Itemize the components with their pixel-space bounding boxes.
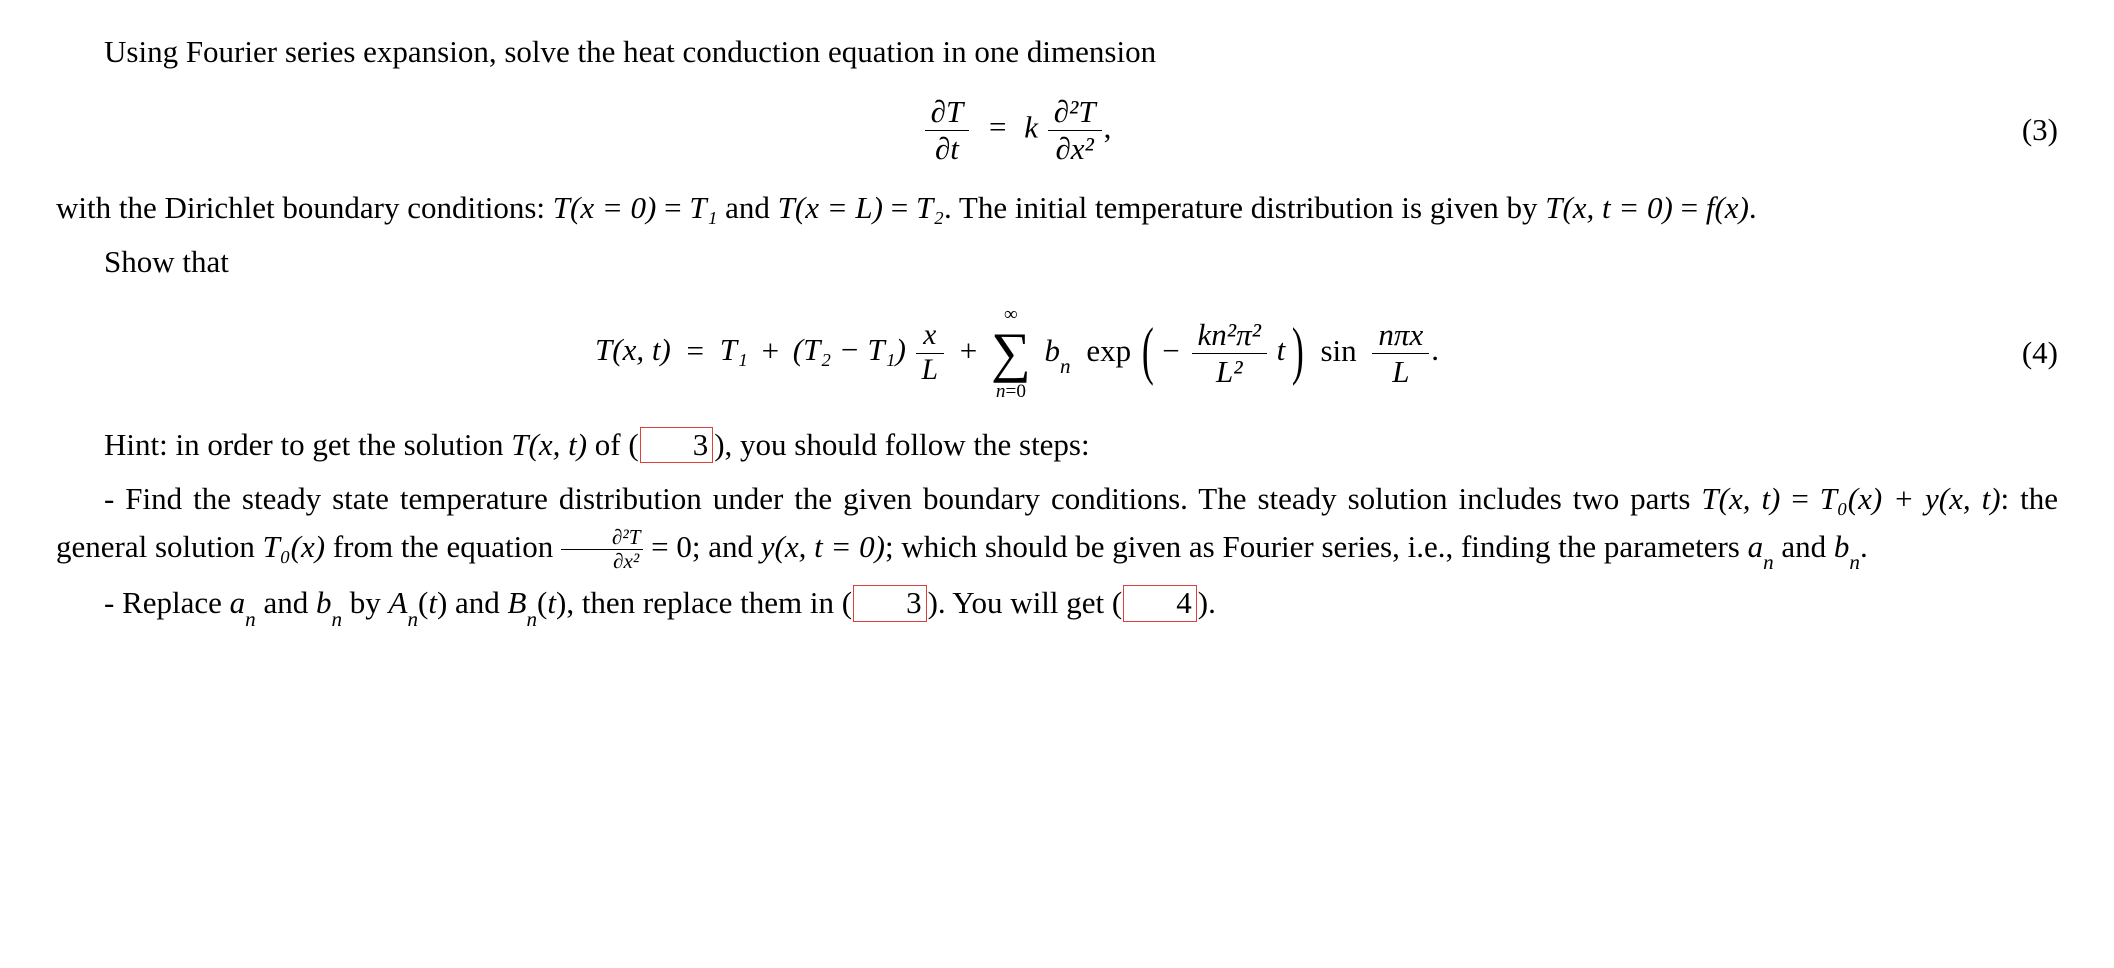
step1-yxt0: y(x, t = 0)	[761, 529, 885, 564]
paragraph-showthat: Show that	[56, 238, 2058, 286]
bc-suffix: . The initial temperature distribution i…	[944, 190, 1545, 225]
eq4-sin-den: L	[1392, 354, 1409, 389]
hint-pre: Hint: in order to get the solution	[104, 427, 511, 462]
step1-mid3: ; and	[692, 529, 761, 564]
step2-Bnt: B	[508, 585, 527, 620]
equation-4-row: T(x, t) = T₁ + (T₂ − T₁) x L + ∞ ∑ n=0 b…	[56, 304, 2058, 402]
eq4-lhs: T(x, t)	[595, 333, 671, 368]
step1-T0x: T₀(x)	[263, 529, 325, 564]
equation-3-row: ∂T ∂t = k ∂²T ∂x² , (3)	[56, 94, 2058, 166]
equation-3-number: (3)	[1978, 106, 2058, 154]
eq3-trail: ,	[1104, 109, 1112, 144]
ic-rhs: f(x)	[1706, 190, 1749, 225]
summation-symbol: ∞ ∑ n=0	[991, 304, 1031, 402]
eq4-bn-b: b	[1045, 333, 1061, 368]
paragraph-hint: Hint: in order to get the solution T(x, …	[56, 421, 2058, 469]
inline-frac-d2Tdx2: ∂²T∂x²	[561, 527, 643, 572]
eq3-lhs-den: ∂t	[935, 131, 959, 166]
bc-eq1-lhs: T(x = 0)	[553, 190, 657, 225]
eq3-rhs-den: ∂x²	[1055, 131, 1093, 166]
step2-pre: - Replace	[104, 585, 230, 620]
step2-and2: and	[447, 585, 507, 620]
ref-4-link[interactable]: 4	[1123, 585, 1197, 621]
paragraph-step2: - Replace an and bn by An(t) and Bn(t), …	[56, 579, 2058, 630]
hint-mid: of	[587, 427, 628, 462]
step2-mid3: . You will get	[938, 585, 1112, 620]
step1-mid2: from the equation	[325, 529, 561, 564]
equation-4-number: (4)	[1978, 329, 2058, 377]
eq3-rhs-num: ∂²T	[1054, 94, 1096, 129]
bc-eq2-rhs: T₂	[916, 190, 944, 225]
hint-post: , you should follow the steps:	[725, 427, 1090, 462]
equation-3: ∂T ∂t = k ∂²T ∂x² ,	[56, 94, 1978, 166]
equation-4: T(x, t) = T₁ + (T₂ − T₁) x L + ∞ ∑ n=0 b…	[56, 304, 1978, 402]
eq4-exp-num: kn²π²	[1198, 317, 1261, 352]
eq4-sin: sin	[1320, 333, 1356, 368]
eq4-exp-t: t	[1277, 333, 1286, 368]
step1-eqzero: = 0	[643, 529, 691, 564]
eq3-lhs-num: ∂T	[931, 94, 964, 129]
bc-eq1-rhs: T₁	[689, 190, 717, 225]
step2-an: a	[230, 585, 246, 620]
step2-mid1: by	[342, 585, 389, 620]
eq4-trail: .	[1431, 333, 1439, 368]
paragraph-step1: - Find the steady state temperature dist…	[56, 475, 2058, 574]
eq4-exp: exp	[1086, 333, 1131, 368]
eq4-xL-den: L	[922, 354, 938, 386]
step1-and: and	[1774, 529, 1834, 564]
step1-pre: - Find the steady state temperature dist…	[104, 481, 1701, 516]
bc-prefix: with the Dirichlet boundary conditions:	[56, 190, 553, 225]
step2-period: .	[1208, 585, 1216, 620]
eq4-xL-num: x	[923, 319, 936, 351]
step2-mid2: , then replace them in	[566, 585, 841, 620]
paragraph-intro: Using Fourier series expansion, solve th…	[56, 28, 2058, 76]
step1-an: a	[1748, 529, 1764, 564]
step1-bn: b	[1834, 529, 1850, 564]
step1-lhs: T(x, t)	[1701, 481, 1780, 516]
eq4-exp-den: L²	[1216, 354, 1243, 389]
document-page: Using Fourier series expansion, solve th…	[0, 0, 2114, 676]
eq3-k: k	[1024, 109, 1038, 144]
bc-mid: and	[717, 190, 777, 225]
step1-mid4: ; which should be given as Fourier serie…	[885, 529, 1748, 564]
step2-and1: and	[256, 585, 316, 620]
step1-period: .	[1860, 529, 1868, 564]
paragraph-bc: with the Dirichlet boundary conditions: …	[56, 184, 2058, 232]
ic-lhs: T(x, t = 0)	[1545, 190, 1673, 225]
ref-3-link-b[interactable]: 3	[853, 585, 927, 621]
eq4-T1: T₁	[720, 333, 748, 368]
eq4-T2mT1: (T₂ − T₁)	[793, 333, 906, 368]
step1-rhs: T₀(x) + y(x, t)	[1820, 481, 2001, 516]
step2-bn: b	[316, 585, 332, 620]
step2-Ant: A	[389, 585, 408, 620]
bc-eq2-lhs: T(x = L)	[778, 190, 883, 225]
eq4-sin-num: nπx	[1378, 317, 1423, 352]
hint-Txt: T(x, t)	[511, 427, 587, 462]
ref-3-link[interactable]: 3	[640, 427, 714, 463]
